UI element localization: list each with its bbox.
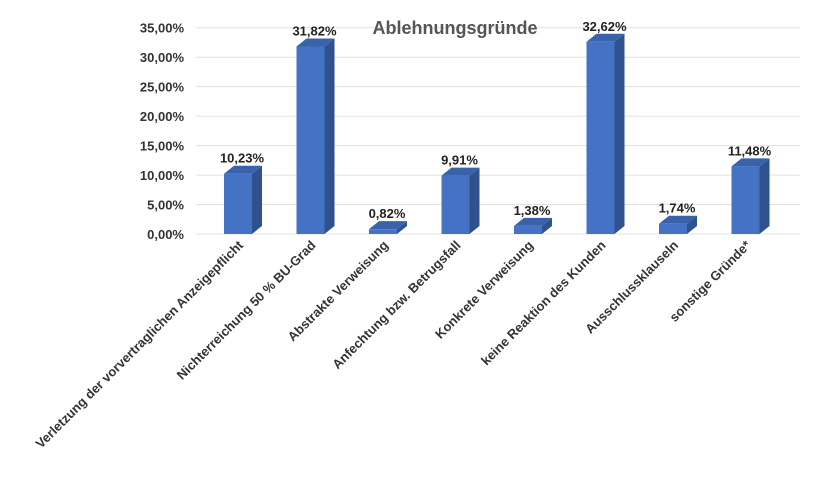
bar-top [586,33,625,42]
bar-top [659,215,697,224]
bar-top [731,158,770,167]
y-tick-label: 30,00% [140,50,185,65]
data-label: 1,38% [514,203,551,218]
bar-front [514,225,542,234]
bar-top [441,167,480,176]
bar-side [614,33,625,235]
bar-front [369,229,397,234]
bar-top [514,217,552,226]
bar-front [586,41,615,235]
data-label: 9,91% [441,153,478,168]
data-label: 32,62% [582,19,627,34]
bar-side [759,158,770,234]
chart-title: Ablehnungsgründe [373,18,538,38]
bar-front [731,166,760,234]
data-label: 0,82% [369,206,406,221]
bar-front [441,175,470,234]
y-axis-ticks: 0,00% 5,00% 10,00% 15,00% 20,00% 25,00% 30,00%… [140,21,185,242]
y-tick-label: 10,00% [140,168,185,183]
bar [514,217,552,234]
data-label: 10,23% [220,151,265,166]
bar-top [224,165,262,174]
data-label: 11,48% [728,143,772,158]
y-tick-label: 5,00% [147,198,184,213]
bar [441,167,480,234]
x-tick-label: keine Reaktion des Kunden [478,237,609,368]
y-tick-label: 15,00% [140,139,185,154]
bar-side [324,38,335,234]
bar [224,165,262,234]
bar-side [469,167,480,234]
data-label: 1,74% [659,201,696,216]
bar-front [296,46,325,234]
bar-side [252,165,262,234]
x-tick-label: Anfechtung bzw. Betrugsfall [329,238,463,372]
y-tick-label: 25,00% [140,80,185,95]
bar-front [659,223,687,234]
bar-side [687,215,697,234]
bar-front [224,173,252,234]
x-tick-label: sonstige Gründe* [666,237,754,325]
bar-side [397,221,407,234]
bar [369,221,407,234]
bar [296,38,335,234]
bar [659,215,697,234]
bar-top [369,221,407,230]
bar-top [296,38,335,47]
data-labels: 10,23% 31,82% 0,82% 9,91% 1,38% 32,62% 1,74% 11… [220,19,772,221]
bar-side [542,217,552,234]
y-tick-label: 35,00% [140,21,185,36]
y-tick-label: 20,00% [140,109,185,124]
x-tick-label: Nichterreichung 50 % BU-Grad [174,237,319,382]
bar [586,33,625,235]
gridlines [196,27,800,235]
y-tick-label: 0,00% [147,227,184,242]
data-label: 31,82% [292,23,337,38]
x-axis-ticks: Verletzung der vorvertraglichen Anzeigep… [33,237,755,451]
bar [731,158,770,234]
bars [224,33,770,235]
